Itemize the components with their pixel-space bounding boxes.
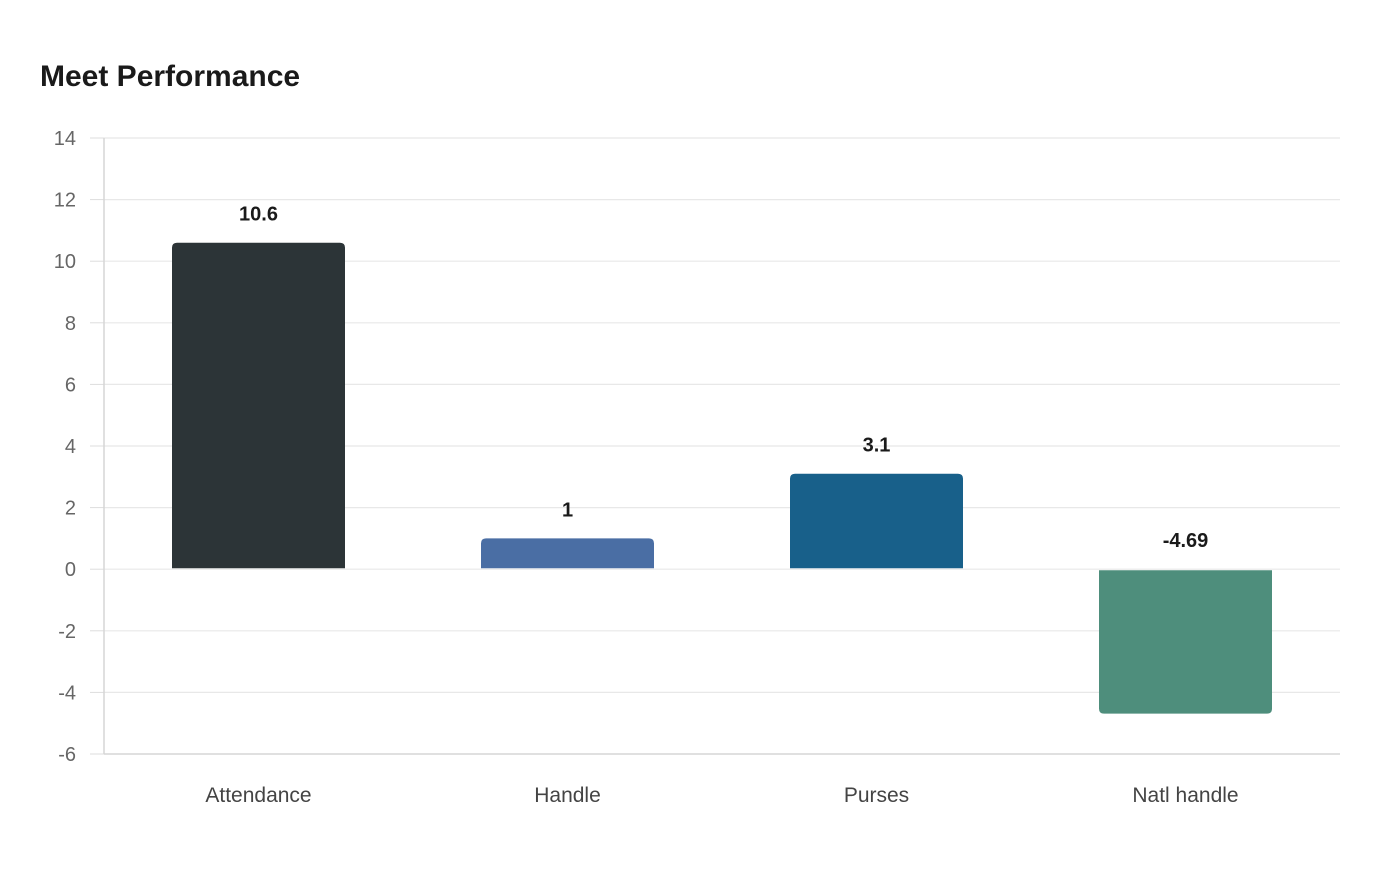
x-category-label: Handle xyxy=(534,784,601,807)
x-category-label: Natl handle xyxy=(1132,784,1238,807)
value-label: -4.69 xyxy=(1163,530,1209,552)
chart-title: Meet Performance xyxy=(40,60,301,93)
bar-natl-handle[interactable] xyxy=(1099,570,1272,714)
y-tick-label: 8 xyxy=(65,313,76,335)
y-tick-label: -6 xyxy=(58,744,76,766)
y-tick-label: 10 xyxy=(54,251,76,273)
y-tick-label: 4 xyxy=(65,436,76,458)
x-category-label: Attendance xyxy=(205,784,311,807)
value-label: 3.1 xyxy=(863,435,891,457)
bar-purses[interactable] xyxy=(790,473,963,569)
category-labels: Attendance Handle Purses Natl handle xyxy=(205,784,1238,807)
y-tick-label: 0 xyxy=(65,559,76,581)
y-tick-label: -4 xyxy=(58,682,76,704)
y-tick-label: -2 xyxy=(58,621,76,643)
y-tick-label: 6 xyxy=(65,374,76,396)
y-tick-label: 14 xyxy=(54,128,76,150)
bars xyxy=(172,242,1272,714)
bar-handle[interactable] xyxy=(481,538,654,569)
value-labels: 10.6 1 3.1 -4.69 xyxy=(239,204,1208,552)
y-tick-label: 12 xyxy=(54,190,76,212)
y-tick-labels: -6 -4 -2 0 2 4 6 8 10 12 14 xyxy=(54,128,76,766)
bar-attendance[interactable] xyxy=(172,242,345,569)
value-label: 1 xyxy=(562,499,573,521)
axes xyxy=(90,137,1340,755)
y-tick-label: 2 xyxy=(65,498,76,520)
value-label: 10.6 xyxy=(239,204,278,226)
x-category-label: Purses xyxy=(844,784,909,807)
